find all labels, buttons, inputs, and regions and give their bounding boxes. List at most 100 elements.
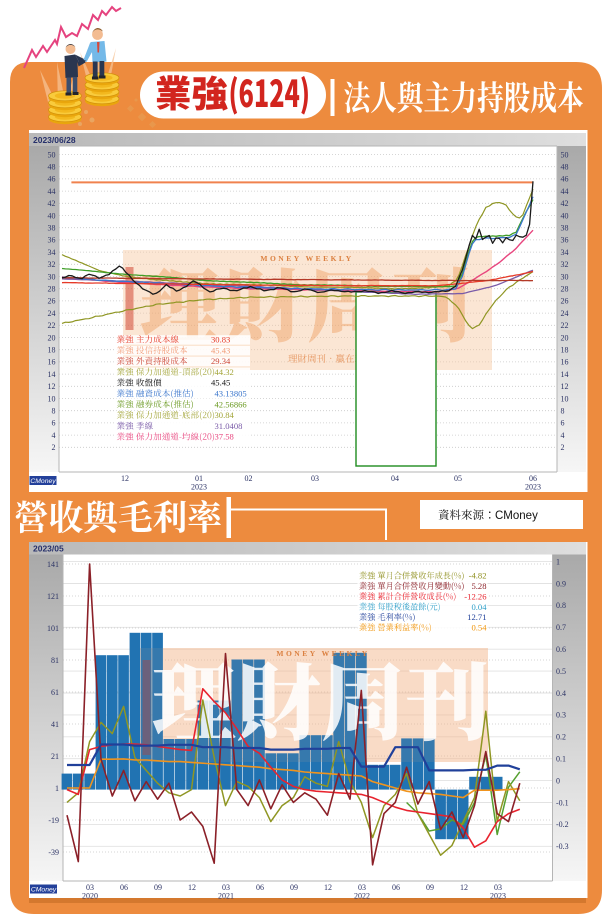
svg-text:41: 41 xyxy=(51,720,59,729)
svg-text:-0.3: -0.3 xyxy=(556,842,569,851)
svg-text:03: 03 xyxy=(86,883,94,892)
svg-text:29.34: 29.34 xyxy=(211,356,231,366)
svg-text:32: 32 xyxy=(48,260,56,269)
svg-text:20: 20 xyxy=(48,333,56,342)
svg-text:61: 61 xyxy=(51,688,59,697)
svg-text:44: 44 xyxy=(48,187,56,196)
svg-text:34: 34 xyxy=(48,248,56,257)
svg-text:30.84: 30.84 xyxy=(215,410,235,420)
svg-text:12: 12 xyxy=(324,883,332,892)
svg-text:09: 09 xyxy=(154,883,162,892)
svg-text:CMoney: CMoney xyxy=(30,478,56,485)
svg-text:2023: 2023 xyxy=(490,892,506,901)
svg-text:0.5: 0.5 xyxy=(556,667,566,676)
svg-text:0.3: 0.3 xyxy=(556,711,566,720)
svg-text:8: 8 xyxy=(52,407,56,416)
svg-text:24: 24 xyxy=(48,309,56,318)
svg-text:04: 04 xyxy=(391,474,399,483)
svg-text:22: 22 xyxy=(48,321,56,330)
svg-text:30: 30 xyxy=(48,272,56,281)
svg-text:2023/06/28: 2023/06/28 xyxy=(33,135,76,145)
svg-text:14: 14 xyxy=(48,370,56,379)
svg-text:42.56866: 42.56866 xyxy=(215,399,248,409)
svg-text:40: 40 xyxy=(48,211,56,220)
svg-text:2023/05: 2023/05 xyxy=(33,544,64,554)
svg-text:4: 4 xyxy=(52,431,56,440)
svg-text:CMoney: CMoney xyxy=(495,510,538,522)
svg-text:MONEY WEEKLY: MONEY WEEKLY xyxy=(260,254,353,263)
svg-text:50: 50 xyxy=(48,150,56,159)
svg-text:36: 36 xyxy=(48,236,56,245)
svg-text:03: 03 xyxy=(222,883,230,892)
svg-text:2023: 2023 xyxy=(191,483,207,492)
svg-text:30: 30 xyxy=(561,272,569,281)
svg-text:42: 42 xyxy=(48,199,56,208)
svg-text:48: 48 xyxy=(48,163,56,172)
svg-text:24: 24 xyxy=(561,309,569,318)
svg-text:2021: 2021 xyxy=(218,892,234,901)
svg-text:2020: 2020 xyxy=(82,892,98,901)
svg-text:26: 26 xyxy=(561,297,569,306)
svg-text:06: 06 xyxy=(392,883,400,892)
svg-text:10: 10 xyxy=(561,394,569,403)
svg-text:37.58: 37.58 xyxy=(215,432,234,442)
svg-text:2: 2 xyxy=(52,443,56,452)
svg-text:18: 18 xyxy=(48,346,56,355)
svg-text:12: 12 xyxy=(121,474,129,483)
svg-text:44.32: 44.32 xyxy=(215,367,234,377)
svg-text:2023: 2023 xyxy=(525,483,541,492)
svg-text:03: 03 xyxy=(358,883,366,892)
svg-text:38: 38 xyxy=(561,224,569,233)
svg-text:48: 48 xyxy=(561,163,569,172)
svg-text:0.54: 0.54 xyxy=(471,622,487,632)
svg-text:8: 8 xyxy=(561,407,565,416)
svg-text:141: 141 xyxy=(47,560,59,569)
svg-text:0.8: 0.8 xyxy=(556,601,566,610)
svg-text:0.1: 0.1 xyxy=(556,755,566,764)
svg-text:06: 06 xyxy=(256,883,264,892)
svg-text:45.45: 45.45 xyxy=(211,378,230,388)
svg-text:2022: 2022 xyxy=(354,892,370,901)
svg-text:05: 05 xyxy=(454,474,462,483)
svg-text:2: 2 xyxy=(561,443,565,452)
svg-text:12: 12 xyxy=(188,883,196,892)
svg-text:81: 81 xyxy=(51,656,59,665)
svg-text:32: 32 xyxy=(561,260,569,269)
svg-text:-39: -39 xyxy=(48,848,59,857)
svg-text:16: 16 xyxy=(561,358,569,367)
svg-text:06: 06 xyxy=(120,883,128,892)
svg-text:-0.1: -0.1 xyxy=(556,798,569,807)
svg-text:31.0408: 31.0408 xyxy=(215,421,243,431)
svg-text:42: 42 xyxy=(561,199,569,208)
svg-text:0: 0 xyxy=(556,776,560,785)
svg-text:12: 12 xyxy=(460,883,468,892)
svg-text:18: 18 xyxy=(561,346,569,355)
svg-text:0.9: 0.9 xyxy=(556,579,566,588)
svg-text:-12.26: -12.26 xyxy=(464,591,487,601)
svg-text:121: 121 xyxy=(47,592,59,601)
svg-text:0.7: 0.7 xyxy=(556,623,566,632)
svg-text:02: 02 xyxy=(245,474,253,483)
svg-text:03: 03 xyxy=(494,883,502,892)
svg-text:-0.2: -0.2 xyxy=(556,820,569,829)
svg-text:5.28: 5.28 xyxy=(471,581,486,591)
svg-text:12: 12 xyxy=(561,382,569,391)
svg-text:30.83: 30.83 xyxy=(211,335,230,345)
svg-text:-4.82: -4.82 xyxy=(469,571,487,581)
svg-text:20: 20 xyxy=(561,333,569,342)
svg-text:12.71: 12.71 xyxy=(467,612,486,622)
svg-text:03: 03 xyxy=(311,474,319,483)
svg-text:12: 12 xyxy=(48,382,56,391)
svg-text:1: 1 xyxy=(556,557,560,566)
svg-text:10: 10 xyxy=(48,394,56,403)
svg-text:4: 4 xyxy=(561,431,565,440)
svg-text:MONEY WEEKLY: MONEY WEEKLY xyxy=(276,649,369,658)
svg-text:-19: -19 xyxy=(48,816,59,825)
svg-text:09: 09 xyxy=(290,883,298,892)
svg-text:46: 46 xyxy=(48,175,56,184)
svg-text:01: 01 xyxy=(195,474,203,483)
svg-text:40: 40 xyxy=(561,211,569,220)
svg-text:21: 21 xyxy=(51,752,59,761)
svg-text:34: 34 xyxy=(561,248,569,257)
svg-text:06: 06 xyxy=(529,474,537,483)
